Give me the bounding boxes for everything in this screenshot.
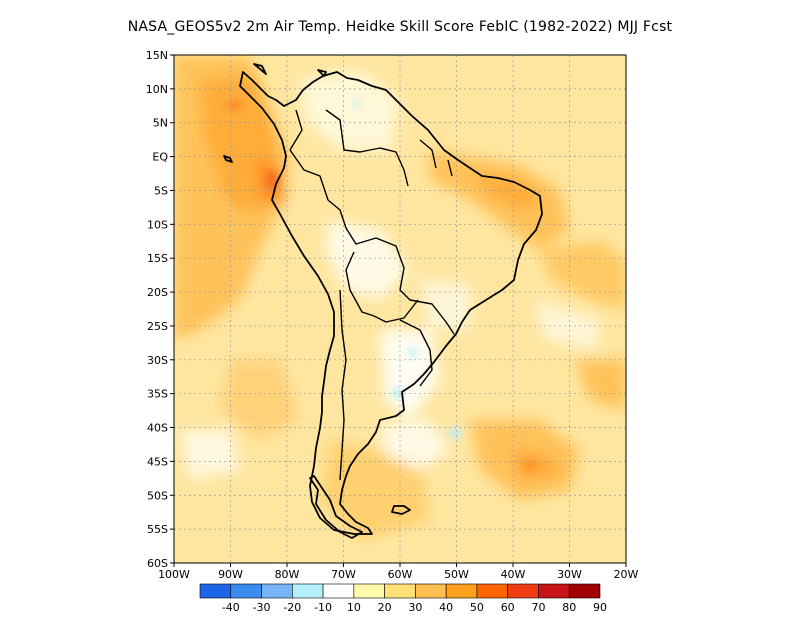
lat-tick-label: 45S [147,455,168,468]
colorbar-swatch [415,583,447,599]
lat-tick-label: 40S [147,422,168,435]
colorbar-label: 30 [408,601,422,614]
grid-lines [174,55,626,563]
lon-tick-label: 70W [331,568,356,581]
lat-tick-label: 30S [147,354,168,367]
lat-tick-label: EQ [152,151,168,164]
lon-tick-label: 20W [614,568,639,581]
colorbar-label: 90 [593,601,607,614]
lon-tick-label: 40W [501,568,526,581]
skill-field [174,55,626,563]
colorbar-swatch [568,583,601,599]
lat-tick-label: 50S [147,489,168,502]
lat-tick-label: 5S [154,184,168,197]
colorbar-label: 60 [501,601,515,614]
lat-tick-label: 10S [147,218,168,231]
colorbar-swatch [199,583,232,599]
latitude-axis: 15N 10N 5N EQ 5S 10S 15S 20S 25S 30S 35S 40S 45S 50S 5… [146,49,174,570]
colorbar-swatch [384,583,416,599]
colorbar-swatch [261,583,293,599]
colorbar-label: 20 [378,601,392,614]
colorbar-label: 10 [347,601,361,614]
colorbar-label: -10 [314,601,332,614]
colorbar-swatch [445,583,478,599]
colorbar-swatch [322,583,355,599]
lat-tick-label: 25S [147,320,168,333]
colorbar: -40 -30 -20 -10 10 20 30 40 50 60 70 80 90 [199,583,607,614]
colorbar-label: -40 [222,601,240,614]
colorbar-swatch [476,583,508,599]
colorbar-label: -20 [283,601,301,614]
colorbar-swatch [292,583,324,599]
lat-tick-label: 15S [147,252,168,265]
colorbar-swatch [538,583,570,599]
colorbar-label: 80 [562,601,576,614]
longitude-axis: 100W 90W 80W 70W 60W 50W 40W 30W 20W [158,563,639,581]
lon-tick-label: 60W [388,568,413,581]
colorbar-label: 70 [531,601,545,614]
coastline [223,63,543,539]
lon-tick-label: 80W [275,568,300,581]
lon-tick-label: 90W [218,568,243,581]
lat-tick-label: 20S [147,286,168,299]
chart-title: NASA_GEOS5v2 2m Air Temp. Heidke Skill S… [127,19,673,35]
lon-tick-label: 30W [557,568,582,581]
colorbar-swatch [230,583,262,599]
colorbar-label: -30 [253,601,271,614]
lat-tick-label: 15N [146,49,168,62]
lat-tick-label: 35S [147,388,168,401]
lon-tick-label: 100W [158,568,190,581]
country-borders [289,109,455,481]
lat-tick-label: 10N [146,83,168,96]
colorbar-label: 50 [470,601,484,614]
lat-tick-label: 60S [147,557,168,570]
colorbar-swatch [353,583,385,599]
colorbar-label: 40 [439,601,453,614]
colorbar-swatch [507,583,539,599]
lon-tick-label: 50W [444,568,469,581]
lat-tick-label: 5N [153,117,168,130]
lat-tick-label: 55S [147,523,168,536]
